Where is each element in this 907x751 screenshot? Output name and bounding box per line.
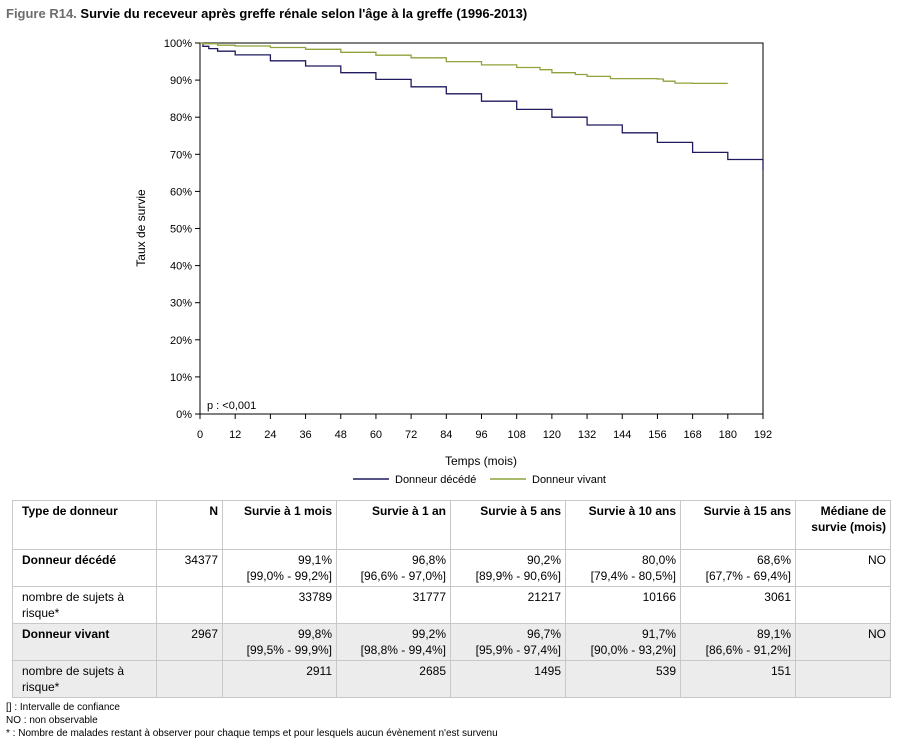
table-row-at-risk-deceased: nombre de sujets à risque* 33789 31777 2… [12, 586, 891, 624]
cell-n: 2967 [156, 623, 223, 661]
x-tick-label: 108 [508, 429, 526, 441]
chart-legend: Donneur décédé Donneur vivant [353, 474, 606, 486]
figure-caption: Survie du receveur après greffe rénale s… [80, 6, 528, 21]
row-label: Donneur vivant [12, 623, 157, 661]
table-row-deceased-donor: Donneur décédé 34377 99,1% [99,0% - 99,2%… [12, 549, 891, 587]
x-tick-label: 192 [754, 429, 772, 441]
cell-survival: 68,6% [67,7% - 69,4%] [680, 549, 796, 587]
x-tick-label: 36 [299, 429, 311, 441]
cell-at-risk: 1495 [450, 660, 566, 698]
header-survival-1-month: Survie à 1 mois [222, 500, 337, 550]
header-survival-1-year: Survie à 1 an [336, 500, 451, 550]
cell-at-risk: 2911 [222, 660, 337, 698]
x-tick-label: 84 [440, 429, 452, 441]
x-tick-label: 156 [648, 429, 666, 441]
header-donor-type: Type de donneur [12, 500, 157, 550]
row-label: nombre de sujets à risque* [12, 660, 157, 698]
cell-survival: 96,7% [95,9% - 97,4%] [450, 623, 566, 661]
header-survival-5-years: Survie à 5 ans [450, 500, 566, 550]
cell-at-risk: 3061 [680, 586, 796, 624]
cell-median: NO [795, 623, 891, 661]
row-label: nombre de sujets à risque* [12, 586, 157, 624]
y-tick-label: 90% [170, 75, 192, 87]
y-tick-label: 20% [170, 335, 192, 347]
y-tick-label: 70% [170, 149, 192, 161]
series-line-0 [200, 42, 764, 171]
x-tick-label: 144 [613, 429, 631, 441]
cell-empty [795, 586, 891, 624]
legend-label: Donneur décédé [395, 474, 476, 486]
figure-title: Figure R14. Survie du receveur après gre… [6, 6, 527, 21]
cell-n: 34377 [156, 549, 223, 587]
cell-survival: 89,1% [86,6% - 91,2%] [680, 623, 796, 661]
x-tick-label: 48 [335, 429, 347, 441]
x-tick-label: 12 [229, 429, 241, 441]
y-tick-label: 30% [170, 298, 192, 310]
x-tick-label: 96 [475, 429, 487, 441]
figure-number: Figure R14. [6, 6, 77, 21]
p-value-annotation: p : <0,001 [207, 400, 256, 412]
series-line-1 [200, 42, 728, 85]
x-tick-label: 60 [370, 429, 382, 441]
x-axis-label: Temps (mois) [445, 454, 517, 468]
cell-at-risk: 539 [565, 660, 681, 698]
y-tick-label: 50% [170, 224, 192, 236]
y-tick-label: 40% [170, 261, 192, 273]
footnote-no: NO : non observable [6, 715, 98, 726]
cell-at-risk: 33789 [222, 586, 337, 624]
table-header-row: Type de donneur N Survie à 1 mois Survie… [12, 500, 891, 550]
y-axis-label: Taux de survie [134, 189, 148, 267]
y-tick-label: 60% [170, 186, 192, 198]
x-tick-label: 72 [405, 429, 417, 441]
cell-median: NO [795, 549, 891, 587]
table-row-at-risk-living: nombre de sujets à risque* 2911 2685 149… [12, 660, 891, 698]
y-tick-label: 10% [170, 372, 192, 384]
y-tick-label: 100% [164, 38, 192, 50]
y-tick-label: 80% [170, 112, 192, 124]
header-n: N [156, 500, 223, 550]
x-tick-label: 180 [719, 429, 737, 441]
cell-survival: 90,2% [89,9% - 90,6%] [450, 549, 566, 587]
footnotes: [] : Intervalle de confiance NO : non ob… [6, 701, 498, 740]
x-tick-label: 132 [578, 429, 596, 441]
cell-at-risk: 10166 [565, 586, 681, 624]
cell-at-risk: 21217 [450, 586, 566, 624]
cell-empty [156, 660, 223, 698]
y-tick-label: 0% [176, 409, 192, 421]
cell-survival: 99,2% [98,8% - 99,4%] [336, 623, 451, 661]
header-survival-10-years: Survie à 10 ans [565, 500, 681, 550]
cell-empty [795, 660, 891, 698]
legend-label: Donneur vivant [532, 474, 606, 486]
cell-survival: 91,7% [90,0% - 93,2%] [565, 623, 681, 661]
cell-survival: 99,1% [99,0% - 99,2%] [222, 549, 337, 587]
cell-survival: 80,0% [79,4% - 80,5%] [565, 549, 681, 587]
cell-empty [156, 586, 223, 624]
row-label: Donneur décédé [12, 549, 157, 587]
x-tick-label: 120 [543, 429, 561, 441]
cell-survival: 99,8% [99,5% - 99,9%] [222, 623, 337, 661]
table-row-living-donor: Donneur vivant 2967 99,8% [99,5% - 99,9%]… [12, 623, 891, 661]
footnote-ci: [] : Intervalle de confiance [6, 702, 120, 713]
header-survival-15-years: Survie à 15 ans [680, 500, 796, 550]
cell-survival: 96,8% [96,6% - 97,0%] [336, 549, 451, 587]
cell-at-risk: 2685 [336, 660, 451, 698]
survival-chart: 0% 10% 20% 30% 40% 50% 60% 70% 80% 90% 100% 0 12 24 36… [134, 38, 772, 486]
footnote-at-risk: * : Nombre de malades restant à observer… [6, 728, 498, 739]
cell-at-risk: 151 [680, 660, 796, 698]
x-tick-label: 24 [264, 429, 276, 441]
cell-at-risk: 31777 [336, 586, 451, 624]
header-median-survival: Médiane de survie (mois) [795, 500, 891, 550]
x-tick-label: 168 [683, 429, 701, 441]
survival-table: Type de donneur N Survie à 1 mois Survie… [12, 500, 891, 698]
x-tick-label: 0 [197, 429, 203, 441]
